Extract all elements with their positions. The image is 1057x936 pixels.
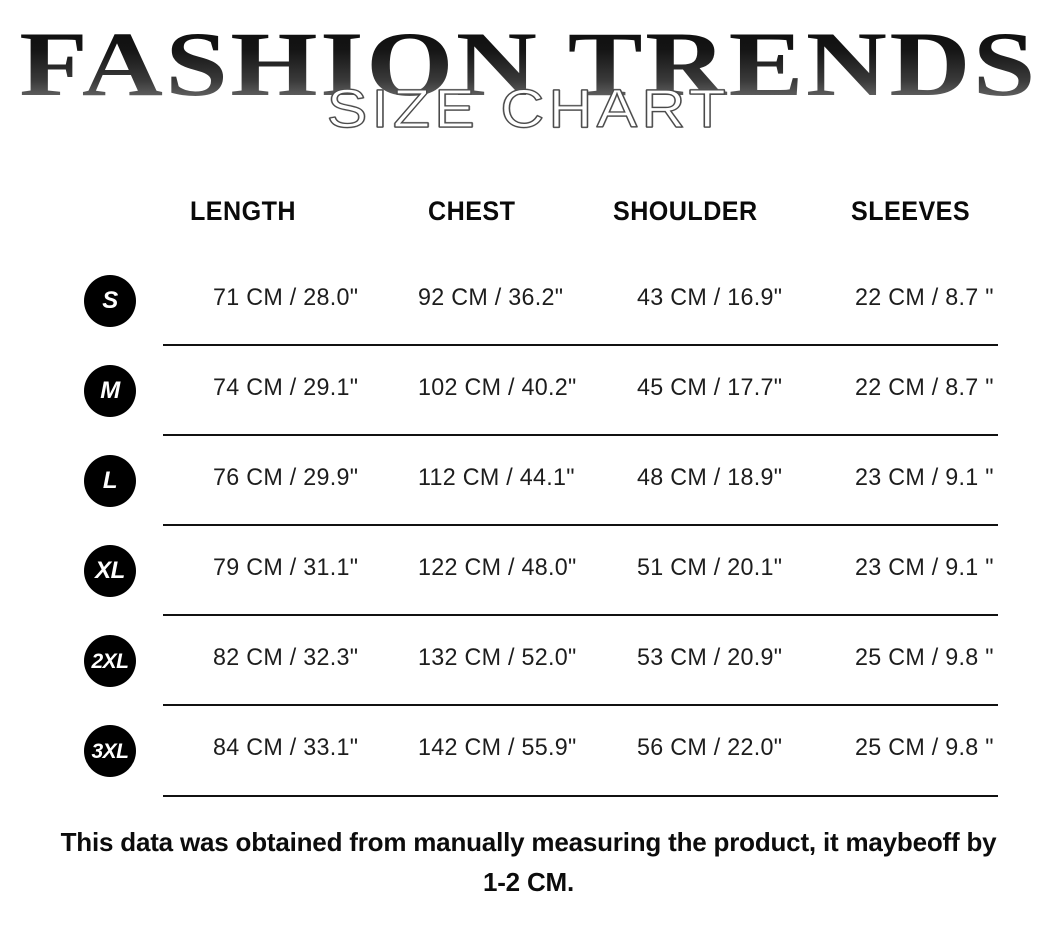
size-badge-xl: XL [84, 545, 136, 597]
cell-chest: 142 CM / 55.9" [418, 734, 577, 761]
size-badge-3xl: 3XL [84, 725, 136, 777]
cell-sleeves: 23 CM / 9.1 " [855, 464, 994, 491]
cell-sleeves: 22 CM / 8.7 " [855, 374, 994, 401]
cell-chest: 132 CM / 52.0" [418, 644, 577, 671]
cell-shoulder: 56 CM / 22.0" [637, 734, 783, 761]
row-divider [163, 614, 998, 616]
cell-shoulder: 45 CM / 17.7" [637, 374, 783, 401]
column-header-chest: CHEST [428, 196, 516, 226]
cell-length: 76 CM / 29.9" [213, 464, 359, 491]
cell-length: 82 CM / 32.3" [213, 644, 359, 671]
table-header-row: LENGTH CHEST SHOULDER SLEEVES [0, 178, 1057, 256]
cell-chest: 122 CM / 48.0" [418, 554, 577, 581]
size-badge-s: S [84, 275, 136, 327]
column-header-shoulder: SHOULDER [613, 196, 758, 226]
table-row: S 71 CM / 28.0" 92 CM / 36.2" 43 CM / 16… [0, 256, 1057, 346]
table-row: 3XL 84 CM / 33.1" 142 CM / 55.9" 56 CM /… [0, 706, 1057, 796]
cell-length: 84 CM / 33.1" [213, 734, 359, 761]
page-title: FASHION TRENDS [0, 18, 1057, 110]
table-row: 2XL 82 CM / 32.3" 132 CM / 52.0" 53 CM /… [0, 616, 1057, 706]
table-row: XL 79 CM / 31.1" 122 CM / 48.0" 51 CM / … [0, 526, 1057, 616]
row-divider [163, 434, 998, 436]
title-block: FASHION TRENDS SIZE CHART [0, 0, 1057, 160]
disclaimer-note: This data was obtained from manually mea… [60, 827, 997, 898]
cell-sleeves: 22 CM / 8.7 " [855, 284, 994, 311]
size-badge-m: M [84, 365, 136, 417]
cell-length: 71 CM / 28.0" [213, 284, 359, 311]
cell-shoulder: 48 CM / 18.9" [637, 464, 783, 491]
table-row: L 76 CM / 29.9" 112 CM / 44.1" 48 CM / 1… [0, 436, 1057, 526]
cell-chest: 112 CM / 44.1" [418, 464, 575, 491]
row-divider [163, 344, 998, 346]
cell-chest: 102 CM / 40.2" [418, 374, 577, 401]
row-divider [163, 704, 998, 706]
size-badge-l: L [84, 455, 136, 507]
cell-shoulder: 51 CM / 20.1" [637, 554, 783, 581]
cell-sleeves: 25 CM / 9.8 " [855, 734, 994, 761]
size-badge-2xl: 2XL [84, 635, 136, 687]
column-header-sleeves: SLEEVES [851, 196, 971, 226]
page-subtitle: SIZE CHART [326, 79, 731, 139]
cell-length: 74 CM / 29.1" [213, 374, 359, 401]
cell-sleeves: 25 CM / 9.8 " [855, 644, 994, 671]
cell-chest: 92 CM / 36.2" [418, 284, 564, 311]
row-divider [163, 524, 998, 526]
cell-sleeves: 23 CM / 9.1 " [855, 554, 994, 581]
size-chart-table: LENGTH CHEST SHOULDER SLEEVES S 71 CM / … [0, 178, 1057, 796]
table-row: M 74 CM / 29.1" 102 CM / 40.2" 45 CM / 1… [0, 346, 1057, 436]
cell-shoulder: 43 CM / 16.9" [637, 284, 783, 311]
cell-length: 79 CM / 31.1" [213, 554, 359, 581]
column-header-length: LENGTH [190, 196, 297, 226]
table-bottom-rule [163, 795, 998, 797]
cell-shoulder: 53 CM / 20.9" [637, 644, 783, 671]
